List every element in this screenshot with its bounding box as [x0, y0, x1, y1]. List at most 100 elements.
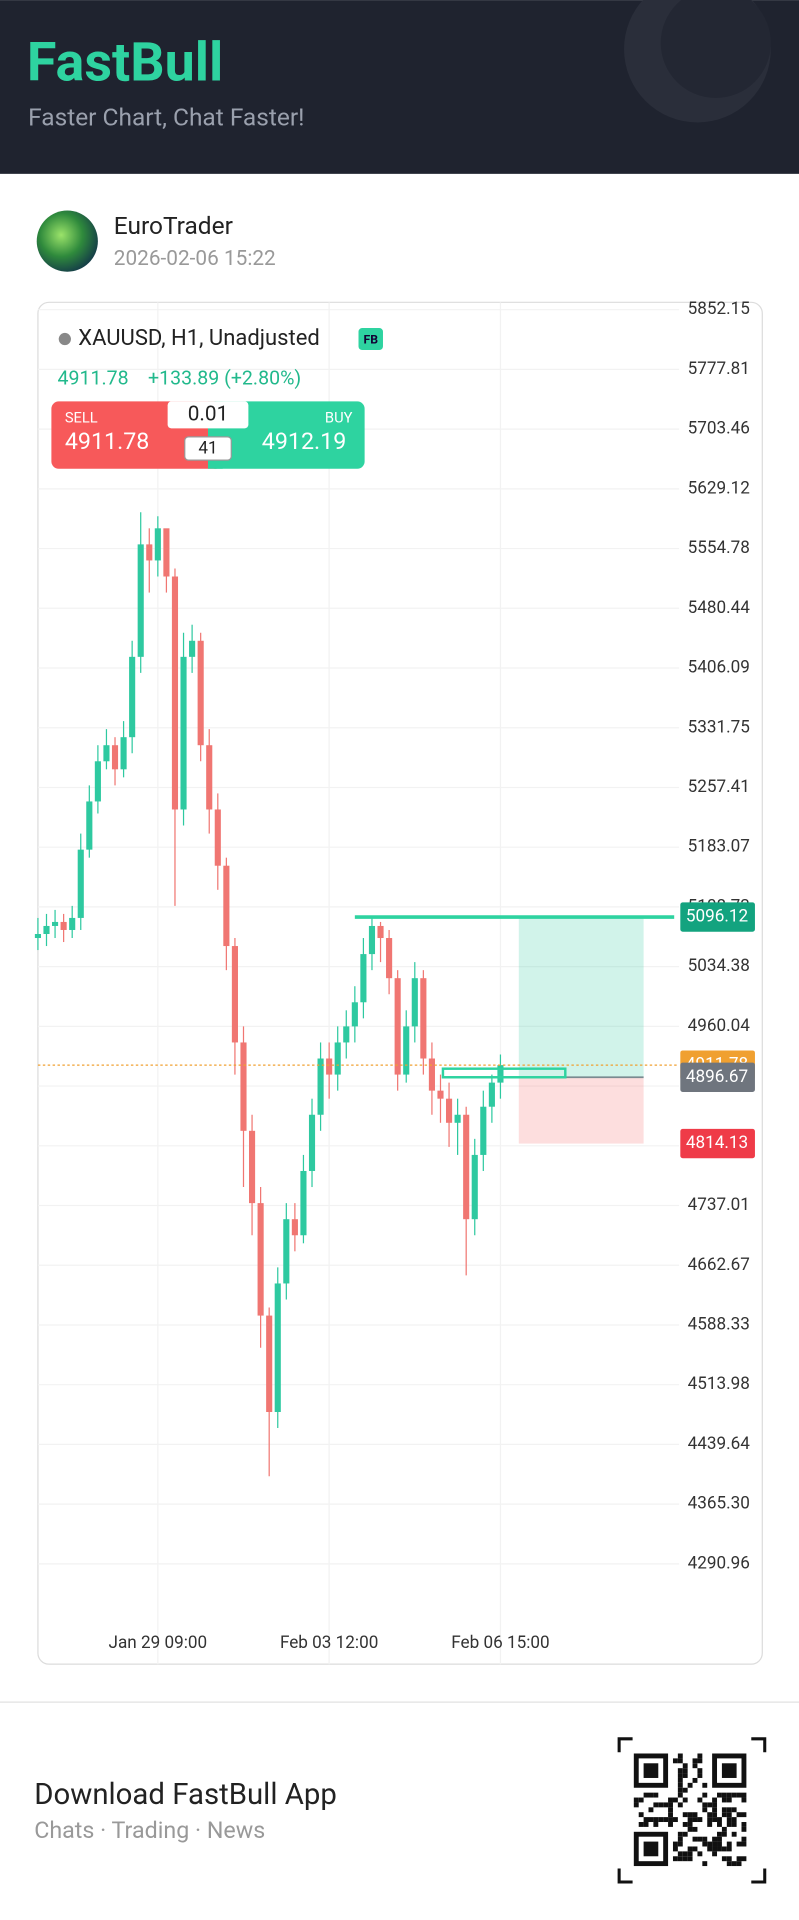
entry-marker: [441, 1067, 567, 1079]
qr-cell: [668, 1802, 673, 1808]
qr-cell: [672, 1758, 678, 1764]
spread: 41: [198, 439, 217, 459]
qr-cell: [663, 1817, 669, 1823]
qr-cell: [741, 1792, 747, 1798]
qr-cell: [741, 1856, 747, 1862]
qr-cell: [697, 1753, 703, 1759]
candle-body: [454, 1114, 461, 1123]
candle-body: [240, 1042, 247, 1131]
qr-cell: [643, 1792, 649, 1798]
footer-title: Download FastBull App: [34, 1778, 337, 1812]
candle-body: [317, 1058, 324, 1115]
candle-body: [437, 1090, 444, 1099]
profit-zone: [518, 917, 644, 1078]
y-tick-label: 4588.33: [688, 1314, 750, 1334]
candle-body: [463, 1114, 470, 1220]
qr-cell: [712, 1802, 718, 1808]
qr-cell: [638, 1812, 644, 1818]
candle-body: [291, 1219, 298, 1236]
qr-finder: [643, 1841, 659, 1857]
qr-cell: [717, 1831, 722, 1837]
qr-cell: [677, 1773, 683, 1778]
qr-cell: [717, 1841, 722, 1847]
qr-cell: [721, 1856, 727, 1862]
candle-body: [445, 1098, 453, 1123]
qr-cell: [677, 1851, 683, 1857]
qr-cell: [692, 1846, 698, 1852]
qr-cell: [677, 1836, 683, 1842]
qr-cell: [648, 1807, 654, 1813]
qr-cell: [726, 1817, 732, 1823]
qr-cell: [707, 1846, 713, 1852]
candle-body: [266, 1315, 273, 1412]
qr-cell: [677, 1782, 683, 1788]
qr-cell: [677, 1792, 683, 1798]
candle-body: [283, 1219, 290, 1284]
qr-cell: [682, 1822, 688, 1827]
candle-body: [488, 1082, 495, 1107]
candle-body: [368, 925, 376, 955]
qr-cell: [726, 1797, 732, 1803]
qr-cell: [672, 1846, 678, 1852]
qr-code: [617, 1737, 767, 1884]
qr-cell: [736, 1792, 742, 1798]
lot-box[interactable]: [167, 401, 249, 429]
y-tick-label: 5703.46: [688, 419, 750, 439]
entry-tag-bg: [680, 1062, 755, 1092]
buy-label: BUY: [325, 408, 353, 426]
qr-cell: [731, 1831, 737, 1837]
take-profit-tag: 5096.12: [686, 907, 748, 927]
qr-cell: [692, 1777, 698, 1783]
qr-cell: [717, 1792, 722, 1798]
qr-cell: [692, 1758, 698, 1764]
qr-cell: [721, 1812, 727, 1818]
candle-body: [497, 1065, 504, 1083]
qr-cell: [668, 1812, 673, 1818]
qr-cell: [677, 1787, 683, 1793]
qr-cell: [736, 1861, 742, 1867]
qr-cell: [702, 1792, 708, 1798]
x-tick-label: Feb 03 12:00: [280, 1633, 378, 1653]
candle-body: [248, 1130, 256, 1204]
qr-cell: [643, 1817, 649, 1823]
qr-cell: [702, 1861, 708, 1867]
qr-cell: [663, 1802, 669, 1808]
candle-body: [214, 809, 221, 866]
qr-cell: [731, 1822, 737, 1827]
qr-cell: [682, 1763, 688, 1769]
qr-cell: [741, 1836, 747, 1842]
y-tick-label: 4513.98: [688, 1374, 750, 1394]
qr-cell: [726, 1856, 732, 1862]
y-tick-label: 5852.15: [688, 299, 750, 319]
candle-body: [360, 954, 367, 1003]
qr-cell: [643, 1822, 649, 1827]
qr-cell: [658, 1817, 664, 1823]
qr-cell: [682, 1787, 688, 1793]
qr-cell: [726, 1807, 732, 1813]
qr-cell: [726, 1846, 732, 1852]
qr-cell: [672, 1797, 678, 1803]
qr-cell: [726, 1812, 732, 1818]
qr-cell: [682, 1768, 688, 1774]
qr-cell: [653, 1822, 659, 1827]
stop-loss-tag: 4814.13: [686, 1133, 748, 1153]
sell-label: SELL: [65, 408, 98, 426]
qr-cell: [692, 1763, 698, 1769]
qr-cell: [692, 1836, 698, 1842]
qr-cell: [741, 1826, 747, 1832]
qr-cell: [653, 1792, 659, 1798]
qr-cell: [726, 1822, 732, 1827]
qr-cell: [638, 1797, 644, 1803]
candle-body: [231, 946, 238, 1043]
candle-body: [394, 978, 401, 1075]
candle-body: [180, 656, 187, 810]
qr-cell: [677, 1831, 683, 1837]
qr-cell: [702, 1782, 708, 1788]
badge: FB: [363, 332, 378, 346]
qr-cell: [721, 1826, 727, 1832]
y-tick-label: 5183.07: [688, 837, 750, 857]
qr-cell: [672, 1841, 678, 1847]
qr-cell: [712, 1817, 718, 1823]
entry-tag: 4896.67: [686, 1067, 748, 1087]
candle-body: [103, 745, 110, 762]
